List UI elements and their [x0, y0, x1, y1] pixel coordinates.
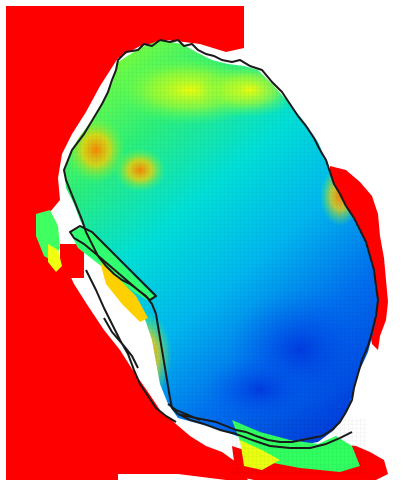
- inlet-strip: [70, 226, 154, 302]
- south-coast-outline: [177, 413, 353, 449]
- west-shore-outline: [85, 269, 177, 423]
- raster-block-notch: [60, 244, 84, 278]
- west-spit-yellow: [48, 244, 62, 272]
- coastline-outline: [63, 39, 379, 449]
- raster-block-west: [6, 6, 248, 480]
- inlet-outline: [69, 225, 157, 301]
- sw-headland-outline: [103, 317, 139, 369]
- bay-outline: [167, 403, 201, 421]
- coastal-strips: [36, 210, 366, 474]
- south-patch-grid: [230, 418, 366, 474]
- inlet-strip-warm: [100, 262, 148, 322]
- main-coastline: [63, 39, 379, 443]
